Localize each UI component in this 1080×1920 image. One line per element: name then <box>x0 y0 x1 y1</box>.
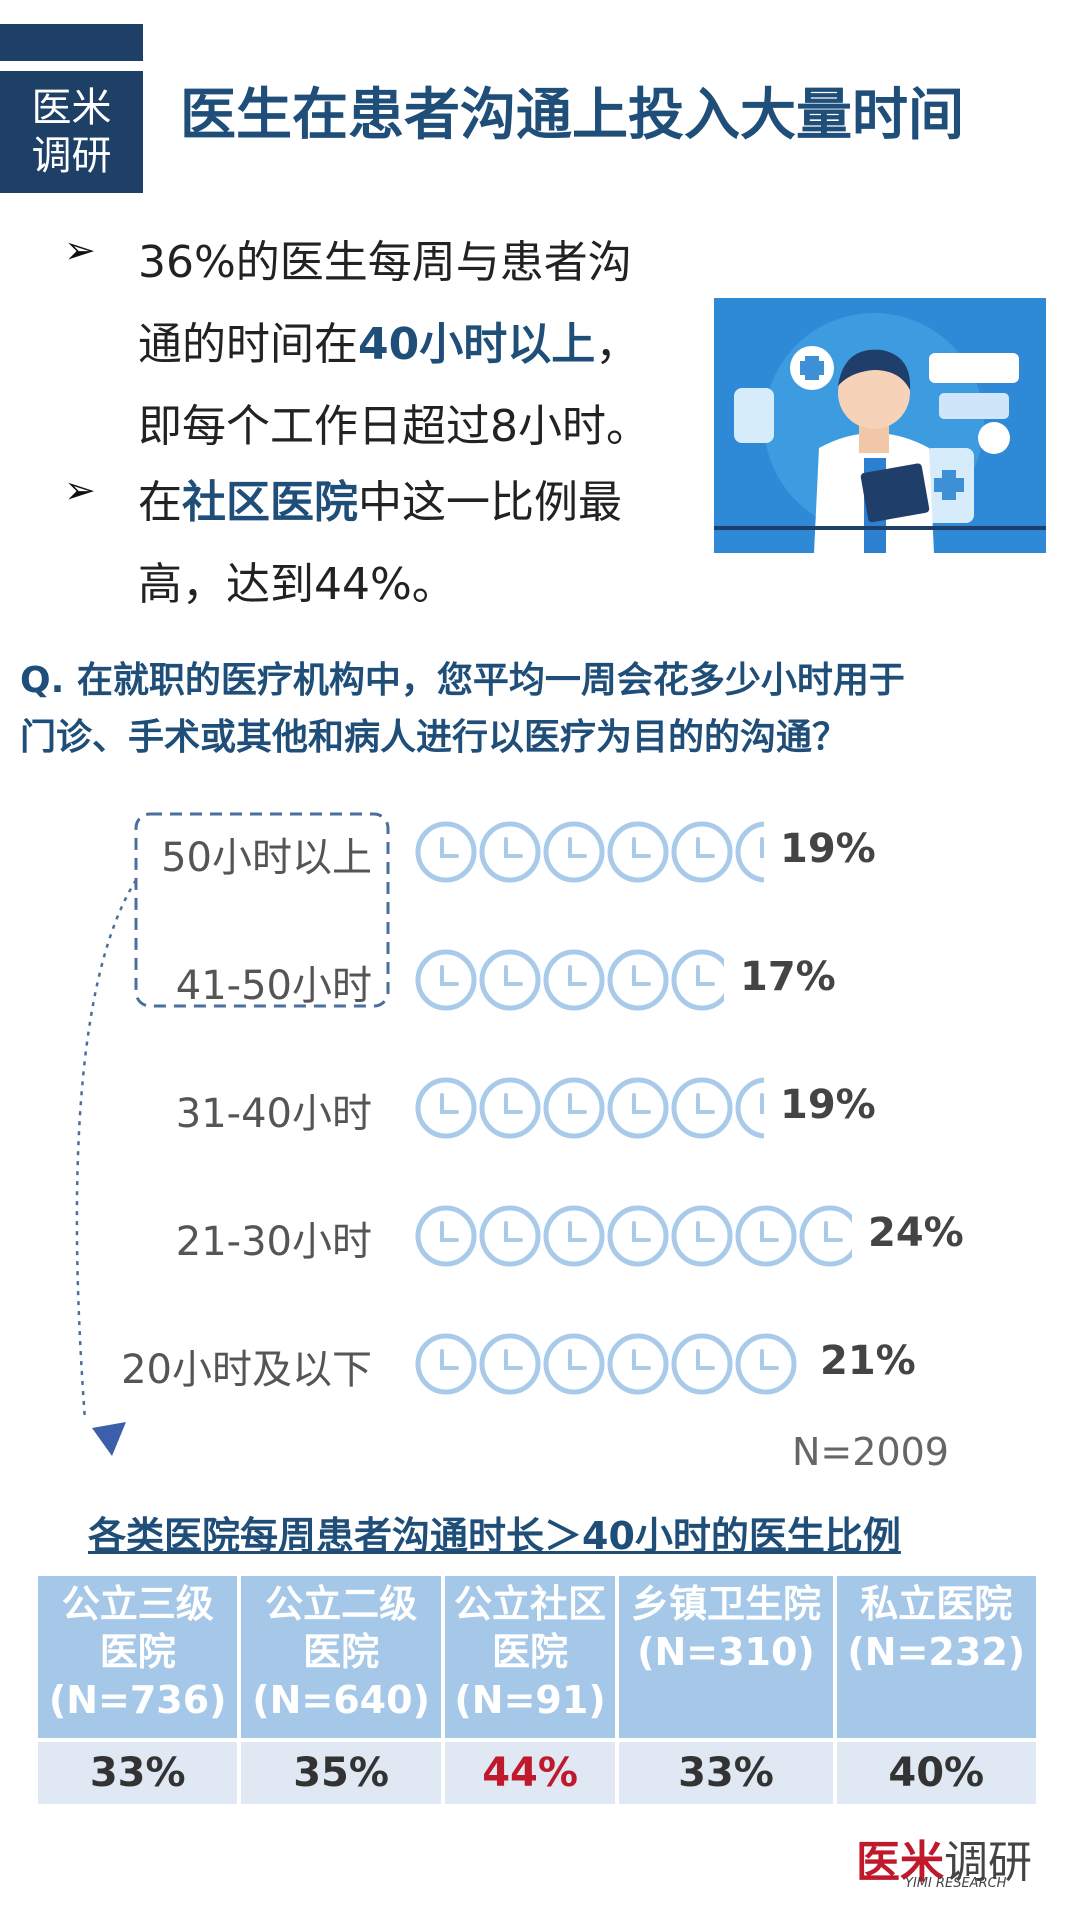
bullet-1-text: 36%的医生每周与患者沟 通的时间在40小时以上， 即每个工作日超过8小时。 <box>138 222 650 468</box>
clock-icon <box>479 821 541 883</box>
category-label: 31-40小时 <box>175 1091 372 1137</box>
arrow-head-icon <box>92 1422 126 1456</box>
clock-pictograph-chart: 50小时以上 19% 41-50小时 17% 31-40小时 19% 21-30小时 24% 2… <box>0 780 1080 1460</box>
highlight-box <box>134 812 390 1008</box>
clock-bar <box>415 821 764 883</box>
clock-icon <box>607 949 669 1011</box>
question-line1: Q. 在就职的医疗机构中，您平均一周会花多少小时用于 <box>20 660 905 701</box>
value-label: 24% <box>868 1210 964 1256</box>
pointer-arrow <box>75 879 138 1421</box>
clock-icon <box>415 949 477 1011</box>
table-value-cell: 33% <box>38 1742 238 1804</box>
bullet-arrow-icon: ➢ <box>64 468 96 512</box>
table-value-cell: 40% <box>836 1742 1036 1804</box>
bullet-2-line2: 高，达到44%。 <box>138 559 456 610</box>
brand-tag: 医米 调研 <box>0 71 143 193</box>
page-title: 医生在患者沟通上投入大量时间 <box>180 83 964 148</box>
bullet-1-line1: 36%的医生每周与患者沟 <box>138 237 632 288</box>
bullet-2-text: 在社区医院中这一比例最 高，达到44%。 <box>138 462 622 626</box>
clock-icon <box>543 1077 605 1139</box>
clock-icon <box>799 1205 852 1267</box>
table-title: 各类医院每周患者沟通时长＞40小时的医生比例 <box>88 1514 901 1558</box>
table-header-cell: 公立社区 医院 (N=91) <box>444 1576 616 1738</box>
value-label: 19% <box>780 826 876 872</box>
clock-icon <box>415 1333 477 1395</box>
clock-icon <box>607 821 669 883</box>
brand-tag-line1: 医米 <box>31 85 112 131</box>
clock-bar <box>415 1077 764 1139</box>
bullet-1-line2: 通的时间在40小时以上， <box>138 319 640 370</box>
clock-icon <box>479 949 541 1011</box>
table-header-cell: 公立二级 医院 (N=640) <box>241 1576 441 1738</box>
clock-icon <box>735 1205 797 1267</box>
clock-bar <box>415 949 724 1011</box>
clock-icon <box>735 1077 764 1139</box>
clock-icon <box>415 1205 477 1267</box>
clock-icon <box>415 821 477 883</box>
clock-icon <box>479 1205 541 1267</box>
brand-tag-line2: 调研 <box>31 133 112 179</box>
clock-icon <box>543 821 605 883</box>
category-label: 50小时以上 <box>161 835 372 881</box>
clock-icon <box>735 1333 797 1395</box>
brand-logo-red: 医米 <box>856 1837 944 1888</box>
question-line2: 门诊、手术或其他和病人进行以医疗为目的的沟通？ <box>20 717 849 758</box>
category-label: 21-30小时 <box>175 1219 372 1265</box>
table-header-cell: 公立三级 医院 (N=736) <box>38 1576 238 1738</box>
value-label: 21% <box>820 1338 916 1384</box>
bullet-arrow-icon: ➢ <box>64 228 96 272</box>
value-label: 17% <box>740 954 836 1000</box>
category-label: 41-50小时 <box>175 963 372 1009</box>
brand-logo-text: 调研 <box>944 1837 1032 1888</box>
bullet-1-line3: 即每个工作日超过8小时。 <box>138 401 650 452</box>
table-header-row: 公立三级 医院 (N=736) 公立二级 医院 (N=640) 公立社区 医院 (N=91)… <box>38 1576 1036 1738</box>
clock-icon <box>607 1205 669 1267</box>
clock-bar <box>415 1333 797 1395</box>
table-value-cell-highlight: 44% <box>444 1742 616 1804</box>
clock-icon <box>479 1333 541 1395</box>
clock-icon <box>415 1077 477 1139</box>
bullet-2-line1: 在社区医院中这一比例最 <box>138 477 622 528</box>
hospital-table: 公立三级 医院 (N=736) 公立二级 医院 (N=640) 公立社区 医院 (N=91)… <box>34 1572 1040 1808</box>
sample-size-note: N=2009 <box>792 1430 949 1474</box>
clock-icon <box>671 1205 733 1267</box>
table-header-cell: 私立医院 (N=232) <box>836 1576 1036 1738</box>
table-value-cell: 35% <box>241 1742 441 1804</box>
clock-icon <box>607 1077 669 1139</box>
clock-icon <box>671 1077 733 1139</box>
clock-icon <box>543 1333 605 1395</box>
survey-question: Q. 在就职的医疗机构中，您平均一周会花多少小时用于 门诊、手术或其他和病人进行… <box>20 652 1070 766</box>
clock-icon <box>735 821 764 883</box>
clock-icon <box>671 1333 733 1395</box>
chart-svg <box>75 812 852 1456</box>
category-label: 20小时及以下 <box>121 1347 372 1393</box>
clock-icon <box>543 1205 605 1267</box>
brand-subtitle: YIMI RESEARCH <box>905 1876 1007 1891</box>
clock-bar <box>415 1205 852 1267</box>
clock-icon <box>479 1077 541 1139</box>
clock-icon <box>671 821 733 883</box>
clock-icon <box>543 949 605 1011</box>
value-label: 19% <box>780 1082 876 1128</box>
doctor-illustration <box>714 298 1046 553</box>
brand-logo: 医米调研 <box>856 1826 1032 1890</box>
table-row: 33% 35% 44% 33% 40% <box>38 1742 1036 1804</box>
table-header-cell: 乡镇卫生院 (N=310) <box>619 1576 833 1738</box>
header-bar <box>0 24 143 61</box>
table-value-cell: 33% <box>619 1742 833 1804</box>
clock-icon <box>607 1333 669 1395</box>
clock-icon <box>671 949 724 1011</box>
